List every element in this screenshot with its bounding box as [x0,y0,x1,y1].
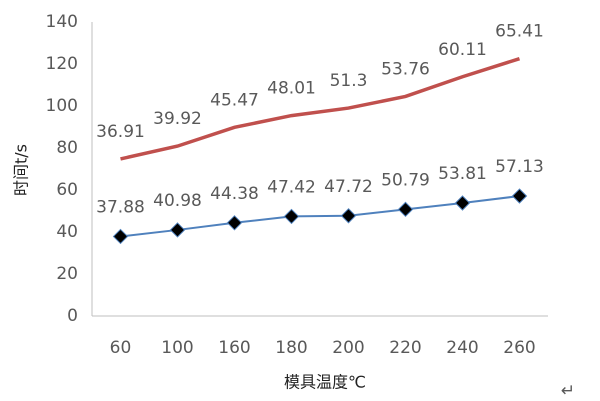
data-label: 53.81 [438,164,487,184]
data-label: 36.91 [96,122,145,142]
annotation: ↵ [561,381,575,401]
data-label: 65.41 [495,22,544,42]
x-tick-label: 60 [110,338,132,358]
data-label: 47.72 [324,177,373,197]
y-tick-label: 140 [46,12,78,32]
data-label: 48.01 [267,79,316,99]
data-label: 57.13 [495,157,544,177]
y-tick-label: 120 [46,54,78,74]
data-label: 37.88 [96,197,145,217]
marker [226,215,243,231]
x-tick-label: 200 [332,338,364,358]
y-tick-label: 20 [56,264,78,284]
x-tick-label: 180 [275,338,307,358]
marker [283,208,300,225]
x-tick-label: 220 [389,338,421,358]
x-tick-label: 160 [218,338,250,358]
x-tick-label: 100 [161,338,193,358]
line [120,195,520,238]
marker [112,228,129,245]
data-label: 44.38 [210,184,259,204]
data-label: 50.79 [381,170,430,190]
data-label: 53.76 [381,59,430,79]
data-label: 47.42 [267,177,316,197]
y-axis-title: 时间t/s [12,144,31,196]
x-tick-label: 240 [446,338,478,358]
marker [397,201,414,218]
y-tick-label: 60 [56,180,78,200]
marker [169,222,186,238]
x-tick-label: 260 [503,338,535,358]
data-label: 40.98 [153,191,202,211]
marker [340,208,357,224]
line [120,56,521,161]
data-label: 39.92 [153,109,202,129]
y-tick-label: 100 [46,96,78,116]
y-tick-label: 80 [56,138,78,158]
y-tick-label: 40 [56,222,78,242]
data-label: 60.11 [438,40,487,60]
marker [511,188,528,204]
data-label: 51.3 [330,71,368,91]
y-tick-label: 0 [67,306,78,326]
marker [454,195,471,211]
data-label: 45.47 [210,90,259,110]
x-axis-title: 模具温度℃ [284,373,366,392]
